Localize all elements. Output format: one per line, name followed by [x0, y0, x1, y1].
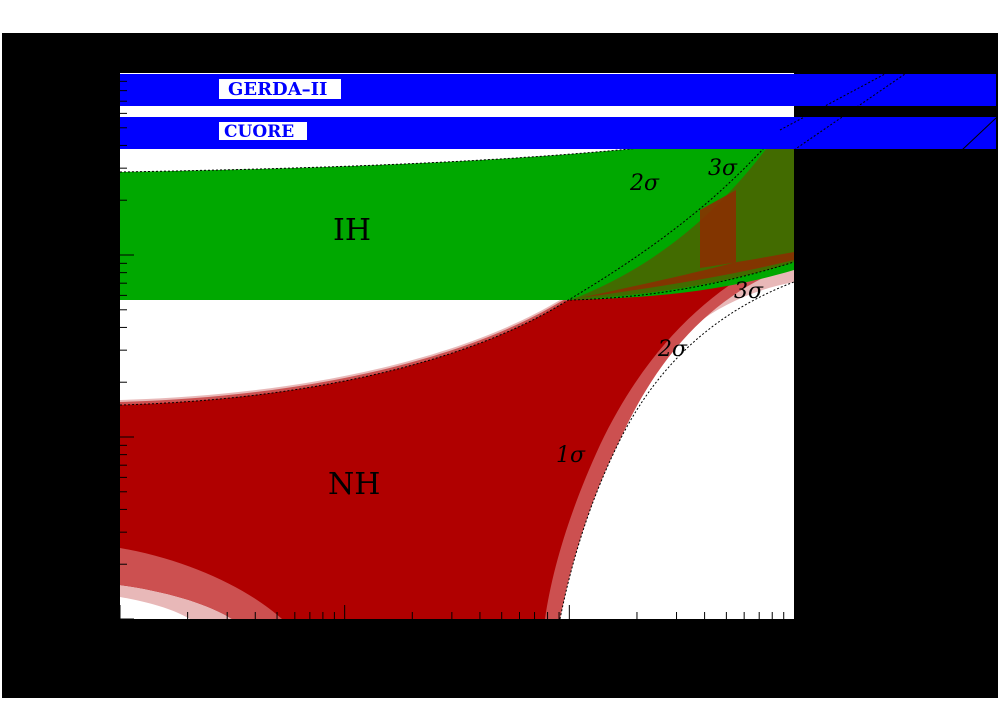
- ih-region: [120, 130, 794, 300]
- x-axis-ticks: [119, 605, 785, 619]
- nh-label: NH: [328, 467, 380, 502]
- y-axis-ticks: [120, 80, 134, 620]
- nh-1sigma-label: 1σ: [556, 443, 586, 468]
- ih-3sigma-label: 3σ: [708, 156, 738, 181]
- nh-main-region: [120, 145, 794, 619]
- diag-line-3: [961, 117, 997, 151]
- diag-line-2: [793, 73, 906, 151]
- nh-3sigma-label: 3σ: [734, 279, 764, 304]
- ih-label: IH: [333, 213, 371, 248]
- cuore-label-box: [219, 122, 307, 140]
- gerda-label-box: [219, 79, 341, 99]
- forbidden-region: [560, 282, 794, 619]
- overlap-dark-red: [580, 190, 794, 298]
- cuore-label: CUORE: [224, 122, 294, 142]
- nh-lower-2sigma-arc: [120, 548, 282, 619]
- gerda-label: GERDA–II: [228, 79, 327, 100]
- ih-lower-boundary: [569, 261, 795, 301]
- nh-lower-white: [120, 597, 190, 619]
- nh-2sigma-label: 2σ: [657, 337, 688, 362]
- overlap-region: [570, 130, 794, 300]
- nh-lower-boundary: [559, 281, 795, 620]
- ih-2sigma-label: 2σ: [629, 171, 660, 196]
